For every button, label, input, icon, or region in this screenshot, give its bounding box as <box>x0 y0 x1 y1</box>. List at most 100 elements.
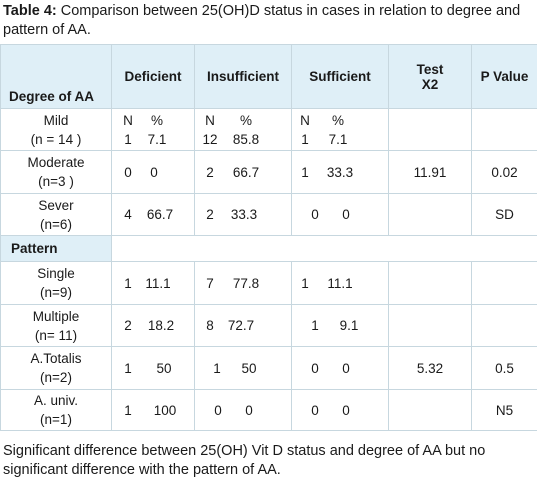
value-pct: 0 <box>245 402 253 418</box>
value-pct: 0 <box>342 360 350 376</box>
value-pct: 50 <box>156 360 172 376</box>
subheader-n: N <box>300 112 310 128</box>
cell-sufficient: 1 9.1 <box>291 304 389 347</box>
cell-test <box>388 108 472 151</box>
row-name: Single <box>37 266 75 281</box>
cell-deficient: 1 50 <box>111 346 195 390</box>
cell-test: 11.91 <box>388 150 472 194</box>
cell-deficient: 1 11.1 <box>111 261 195 305</box>
cell-deficient: 4 66.7 <box>111 193 195 236</box>
row-n: (n=6) <box>40 216 72 232</box>
value-pct: 7.1 <box>147 131 167 147</box>
cell-p: 0.02 <box>471 150 537 194</box>
header-test-line1: Test <box>416 61 444 77</box>
value-n: 1 <box>301 164 309 180</box>
value-n: 1 <box>213 360 221 376</box>
cell-p <box>471 108 537 151</box>
value-n: 0 <box>311 360 319 376</box>
subheader-pct: % <box>150 112 163 128</box>
cell-p: N5 <box>471 389 537 431</box>
row-label: Mild (n = 14 ) <box>0 108 112 151</box>
section-row-pattern: Pattern <box>0 235 537 262</box>
value-n: 2 <box>124 318 132 333</box>
header-test: Test X2 <box>388 44 472 109</box>
header-degree: Degree of AA <box>0 44 112 109</box>
cell-deficient: N% 1 7.1 <box>111 108 195 151</box>
header-p-value: P Value <box>471 44 537 109</box>
row-n: (n=2) <box>40 370 72 385</box>
header-row: Degree of AA Deficient Insufficient Suff… <box>0 44 537 109</box>
cell-test: 5.32 <box>388 346 472 390</box>
cell-p <box>471 304 537 347</box>
value-pct: 0 <box>342 207 350 222</box>
value-n: 1 <box>301 275 309 291</box>
table-row: Single (n=9) 1 11.1 7 77.8 1 11.1 <box>0 261 537 305</box>
value-n: 1 <box>124 131 132 147</box>
cell-p: 0.5 <box>471 346 537 390</box>
row-name: A.Totalis <box>30 351 82 366</box>
value-pct: 11.1 <box>327 275 353 291</box>
cell-p: SD <box>471 193 537 236</box>
cell-sufficient: N% 1 7.1 <box>291 108 389 151</box>
value-n: 1 <box>311 318 319 333</box>
caption-text: Comparison between 25(OH)D status in cas… <box>3 3 521 38</box>
caption-label: Table 4: <box>3 3 57 19</box>
value-pct: 66.7 <box>232 164 260 180</box>
row-label: Single (n=9) <box>0 261 112 305</box>
row-n: (n = 14 ) <box>30 131 82 147</box>
value-pct: 100 <box>153 402 177 418</box>
row-n: (n=1) <box>40 412 72 427</box>
section-label-pattern: Pattern <box>0 235 112 262</box>
row-label: A.Totalis (n=2) <box>0 346 112 390</box>
value-pct: 66.7 <box>146 207 174 222</box>
value-n: 2 <box>206 207 214 222</box>
row-n: (n=3 ) <box>38 174 74 189</box>
subheader-pct: % <box>239 112 252 128</box>
value-pct: 50 <box>241 360 257 376</box>
cell-insufficient: 2 33.3 <box>194 193 292 236</box>
row-name: Moderate <box>27 155 85 170</box>
value-pct: 7.1 <box>328 131 348 147</box>
value-pct: 33.3 <box>326 164 354 180</box>
header-insufficient: Insufficient <box>194 44 292 109</box>
cell-insufficient: 2 66.7 <box>194 150 292 194</box>
header-test-line2: X2 <box>421 76 439 92</box>
value-n: 1 <box>301 131 309 147</box>
value-n: 0 <box>311 402 319 418</box>
cell-deficient: 2 18.2 <box>111 304 195 347</box>
table-footnote: Significant difference between 25(OH) Vi… <box>3 443 486 478</box>
value-pct: 11.1 <box>145 275 171 291</box>
row-label: A. univ. (n=1) <box>0 389 112 431</box>
subheader-pct: % <box>331 112 344 128</box>
header-deficient: Deficient <box>111 44 195 109</box>
table-caption: Table 4: Comparison between 25(OH)D stat… <box>3 2 533 40</box>
subheader-n: N <box>123 112 133 128</box>
value-pct: 85.8 <box>232 131 260 147</box>
section-empty <box>111 235 537 262</box>
value-n: 8 <box>206 318 214 333</box>
value-n: 0 <box>214 402 222 418</box>
value-n: 1 <box>124 275 132 291</box>
cell-sufficient: 1 11.1 <box>291 261 389 305</box>
value-n: 0 <box>311 207 319 222</box>
value-n: 1 <box>124 360 132 376</box>
row-name: Mild <box>43 112 69 128</box>
cell-test <box>388 193 472 236</box>
row-label: Sever (n=6) <box>0 193 112 236</box>
value-pct: 72.7 <box>227 318 255 333</box>
cell-p <box>471 261 537 305</box>
value-pct: 77.8 <box>232 275 260 291</box>
cell-insufficient: 7 77.8 <box>194 261 292 305</box>
cell-deficient: 1 100 <box>111 389 195 431</box>
header-sufficient: Sufficient <box>291 44 389 109</box>
cell-sufficient: 1 33.3 <box>291 150 389 194</box>
